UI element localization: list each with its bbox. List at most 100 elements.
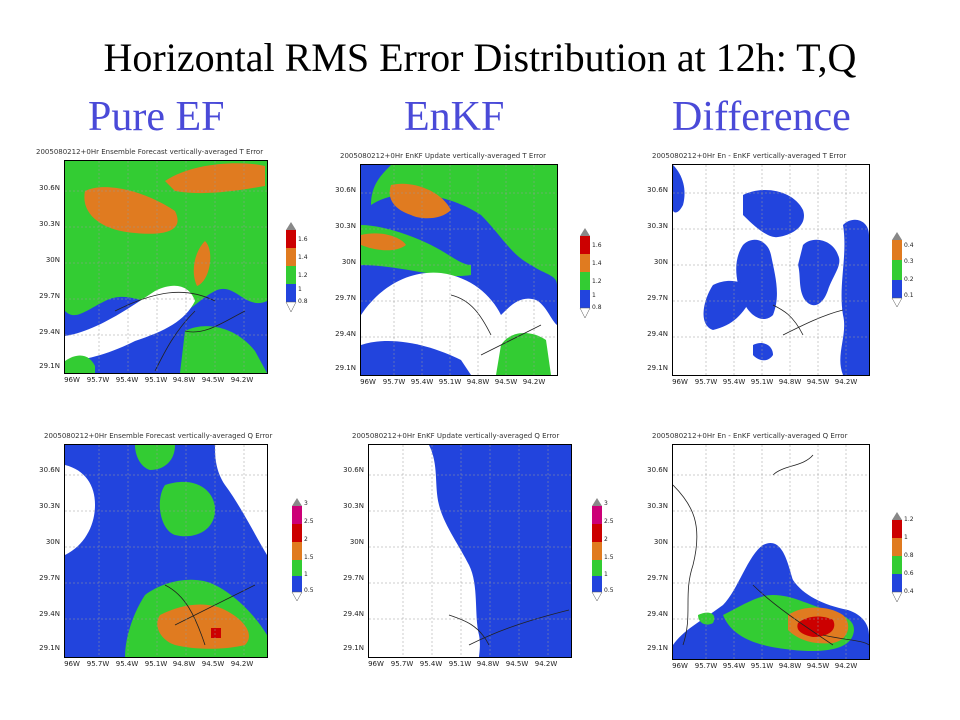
y-tick-label: 30N (653, 538, 668, 546)
y-tick-label: 29.1N (39, 644, 60, 652)
column-label-enkf: EnKF (404, 94, 505, 140)
colorbar-tick: 0.8 (592, 304, 602, 311)
colorbar-tick: 1 (304, 571, 308, 578)
x-tick-label: 96W (360, 378, 376, 386)
colorbar-tick: 1.5 (304, 554, 314, 561)
y-tick-label: 29.1N (647, 364, 668, 372)
panel-title: 2005080212+0Hr En - EnKF vertically-aver… (652, 432, 848, 440)
x-tick-label: 94.8W (778, 378, 802, 386)
x-tick-label: 95.7W (86, 376, 110, 384)
map-plot (64, 444, 268, 658)
colorbar: 1.6 1.4 1.2 1 0.8 (284, 222, 308, 319)
page-title: Horizontal RMS Error Distribution at 12h… (103, 35, 857, 80)
colorbar-tick: 0.3 (904, 258, 914, 265)
x-tick-label: 95.1W (438, 378, 462, 386)
x-tick-label: 95.4W (410, 378, 434, 386)
y-tick-label: 29.7N (39, 292, 60, 300)
y-tick-label: 30.6N (647, 466, 668, 474)
colorbar-tick: 0.1 (904, 292, 914, 299)
colorbar-tick: 1 (298, 286, 302, 293)
colorbar-tick: 2.5 (304, 518, 314, 525)
y-tick-label: 30.3N (39, 502, 60, 510)
y-tick-label: 29.4N (335, 330, 356, 338)
y-tick-label: 29.4N (39, 610, 60, 618)
y-tick-label: 30N (45, 256, 60, 264)
colorbar-tick: 0.5 (604, 587, 614, 594)
panel-title: 2005080212+0Hr EnKF Update vertically-av… (340, 152, 546, 160)
y-tick-label: 30N (341, 258, 356, 266)
y-tick-label: 29.4N (647, 610, 668, 618)
x-tick-label: 95.7W (694, 662, 718, 670)
column-label-difference: Difference (672, 94, 851, 140)
colorbar: 0.4 0.3 0.2 0.1 (890, 232, 914, 313)
x-tick-label: 94.2W (534, 660, 558, 668)
colorbar-tick: 1.6 (592, 242, 602, 249)
y-tick-label: 30.3N (39, 220, 60, 228)
colorbar-tick: 0.8 (298, 298, 308, 305)
y-tick-label: 30.3N (343, 502, 364, 510)
colorbar-tick: 0.6 (904, 570, 914, 577)
y-tick-label: 29.4N (343, 610, 364, 618)
x-tick-label: 94.2W (230, 376, 254, 384)
colorbar-tick: 3 (604, 500, 608, 507)
x-tick-label: 94.2W (522, 378, 546, 386)
colorbar-tick: 1.6 (298, 236, 308, 243)
y-tick-label: 30N (349, 538, 364, 546)
y-tick-label: 29.7N (647, 574, 668, 582)
y-tick-label: 29.4N (647, 330, 668, 338)
x-tick-label: 95.4W (722, 378, 746, 386)
map-plot (672, 444, 870, 660)
colorbar-tick: 0.5 (304, 587, 314, 594)
colorbar-tick: 0.8 (904, 552, 914, 559)
colorbar: 1.2 1 0.8 0.6 0.4 (890, 512, 914, 613)
y-tick-label: 30.3N (647, 502, 668, 510)
x-tick-label: 95.1W (144, 660, 168, 668)
x-tick-label: 95.1W (144, 376, 168, 384)
colorbar-tick: 1.2 (592, 278, 602, 285)
colorbar: 1.6 1.4 1.2 1 0.8 (578, 228, 602, 325)
x-tick-label: 96W (672, 378, 688, 386)
colorbar-tick: 1.2 (298, 272, 308, 279)
x-tick-label: 95.1W (750, 662, 774, 670)
colorbar-tick: 0.4 (904, 242, 914, 249)
y-tick-label: 30N (45, 538, 60, 546)
x-tick-label: 95.4W (115, 660, 139, 668)
colorbar-tick: 1 (904, 534, 908, 541)
colorbar-tick: 1.4 (592, 260, 602, 267)
y-tick-label: 29.1N (647, 644, 668, 652)
x-tick-label: 94.2W (230, 660, 254, 668)
y-tick-label: 30.3N (335, 222, 356, 230)
x-tick-label: 95.7W (390, 660, 414, 668)
y-tick-label: 30.3N (647, 222, 668, 230)
x-tick-label: 95.4W (419, 660, 443, 668)
map-plot (64, 160, 268, 374)
y-tick-label: 29.7N (647, 294, 668, 302)
colorbar-tick: 0.2 (904, 276, 914, 283)
x-tick-label: 95.1W (750, 378, 774, 386)
y-tick-label: 29.1N (343, 644, 364, 652)
x-tick-label: 95.4W (115, 376, 139, 384)
x-tick-label: 94.2W (834, 378, 858, 386)
x-tick-label: 94.5W (201, 376, 225, 384)
x-tick-label: 95.7W (694, 378, 718, 386)
x-tick-label: 94.8W (172, 376, 196, 384)
y-tick-label: 29.1N (39, 362, 60, 370)
x-tick-label: 94.5W (806, 378, 830, 386)
map-plot (360, 164, 558, 376)
colorbar-tick: 0.4 (904, 588, 914, 595)
map-plot (368, 444, 572, 658)
x-tick-label: 94.2W (834, 662, 858, 670)
x-tick-label: 94.5W (201, 660, 225, 668)
panel-title: 2005080212+0Hr Ensemble Forecast vertica… (36, 148, 264, 156)
colorbar-tick: 2.5 (604, 518, 614, 525)
x-tick-label: 94.5W (505, 660, 529, 668)
y-tick-label: 29.7N (39, 574, 60, 582)
x-tick-label: 96W (368, 660, 384, 668)
y-tick-label: 30.6N (39, 466, 60, 474)
colorbar-tick: 1.4 (298, 254, 308, 261)
y-tick-label: 30.6N (647, 186, 668, 194)
colorbar-tick: 3 (304, 500, 308, 507)
x-tick-label: 94.8W (466, 378, 490, 386)
x-tick-label: 94.8W (476, 660, 500, 668)
colorbar-tick: 1.2 (904, 516, 914, 523)
